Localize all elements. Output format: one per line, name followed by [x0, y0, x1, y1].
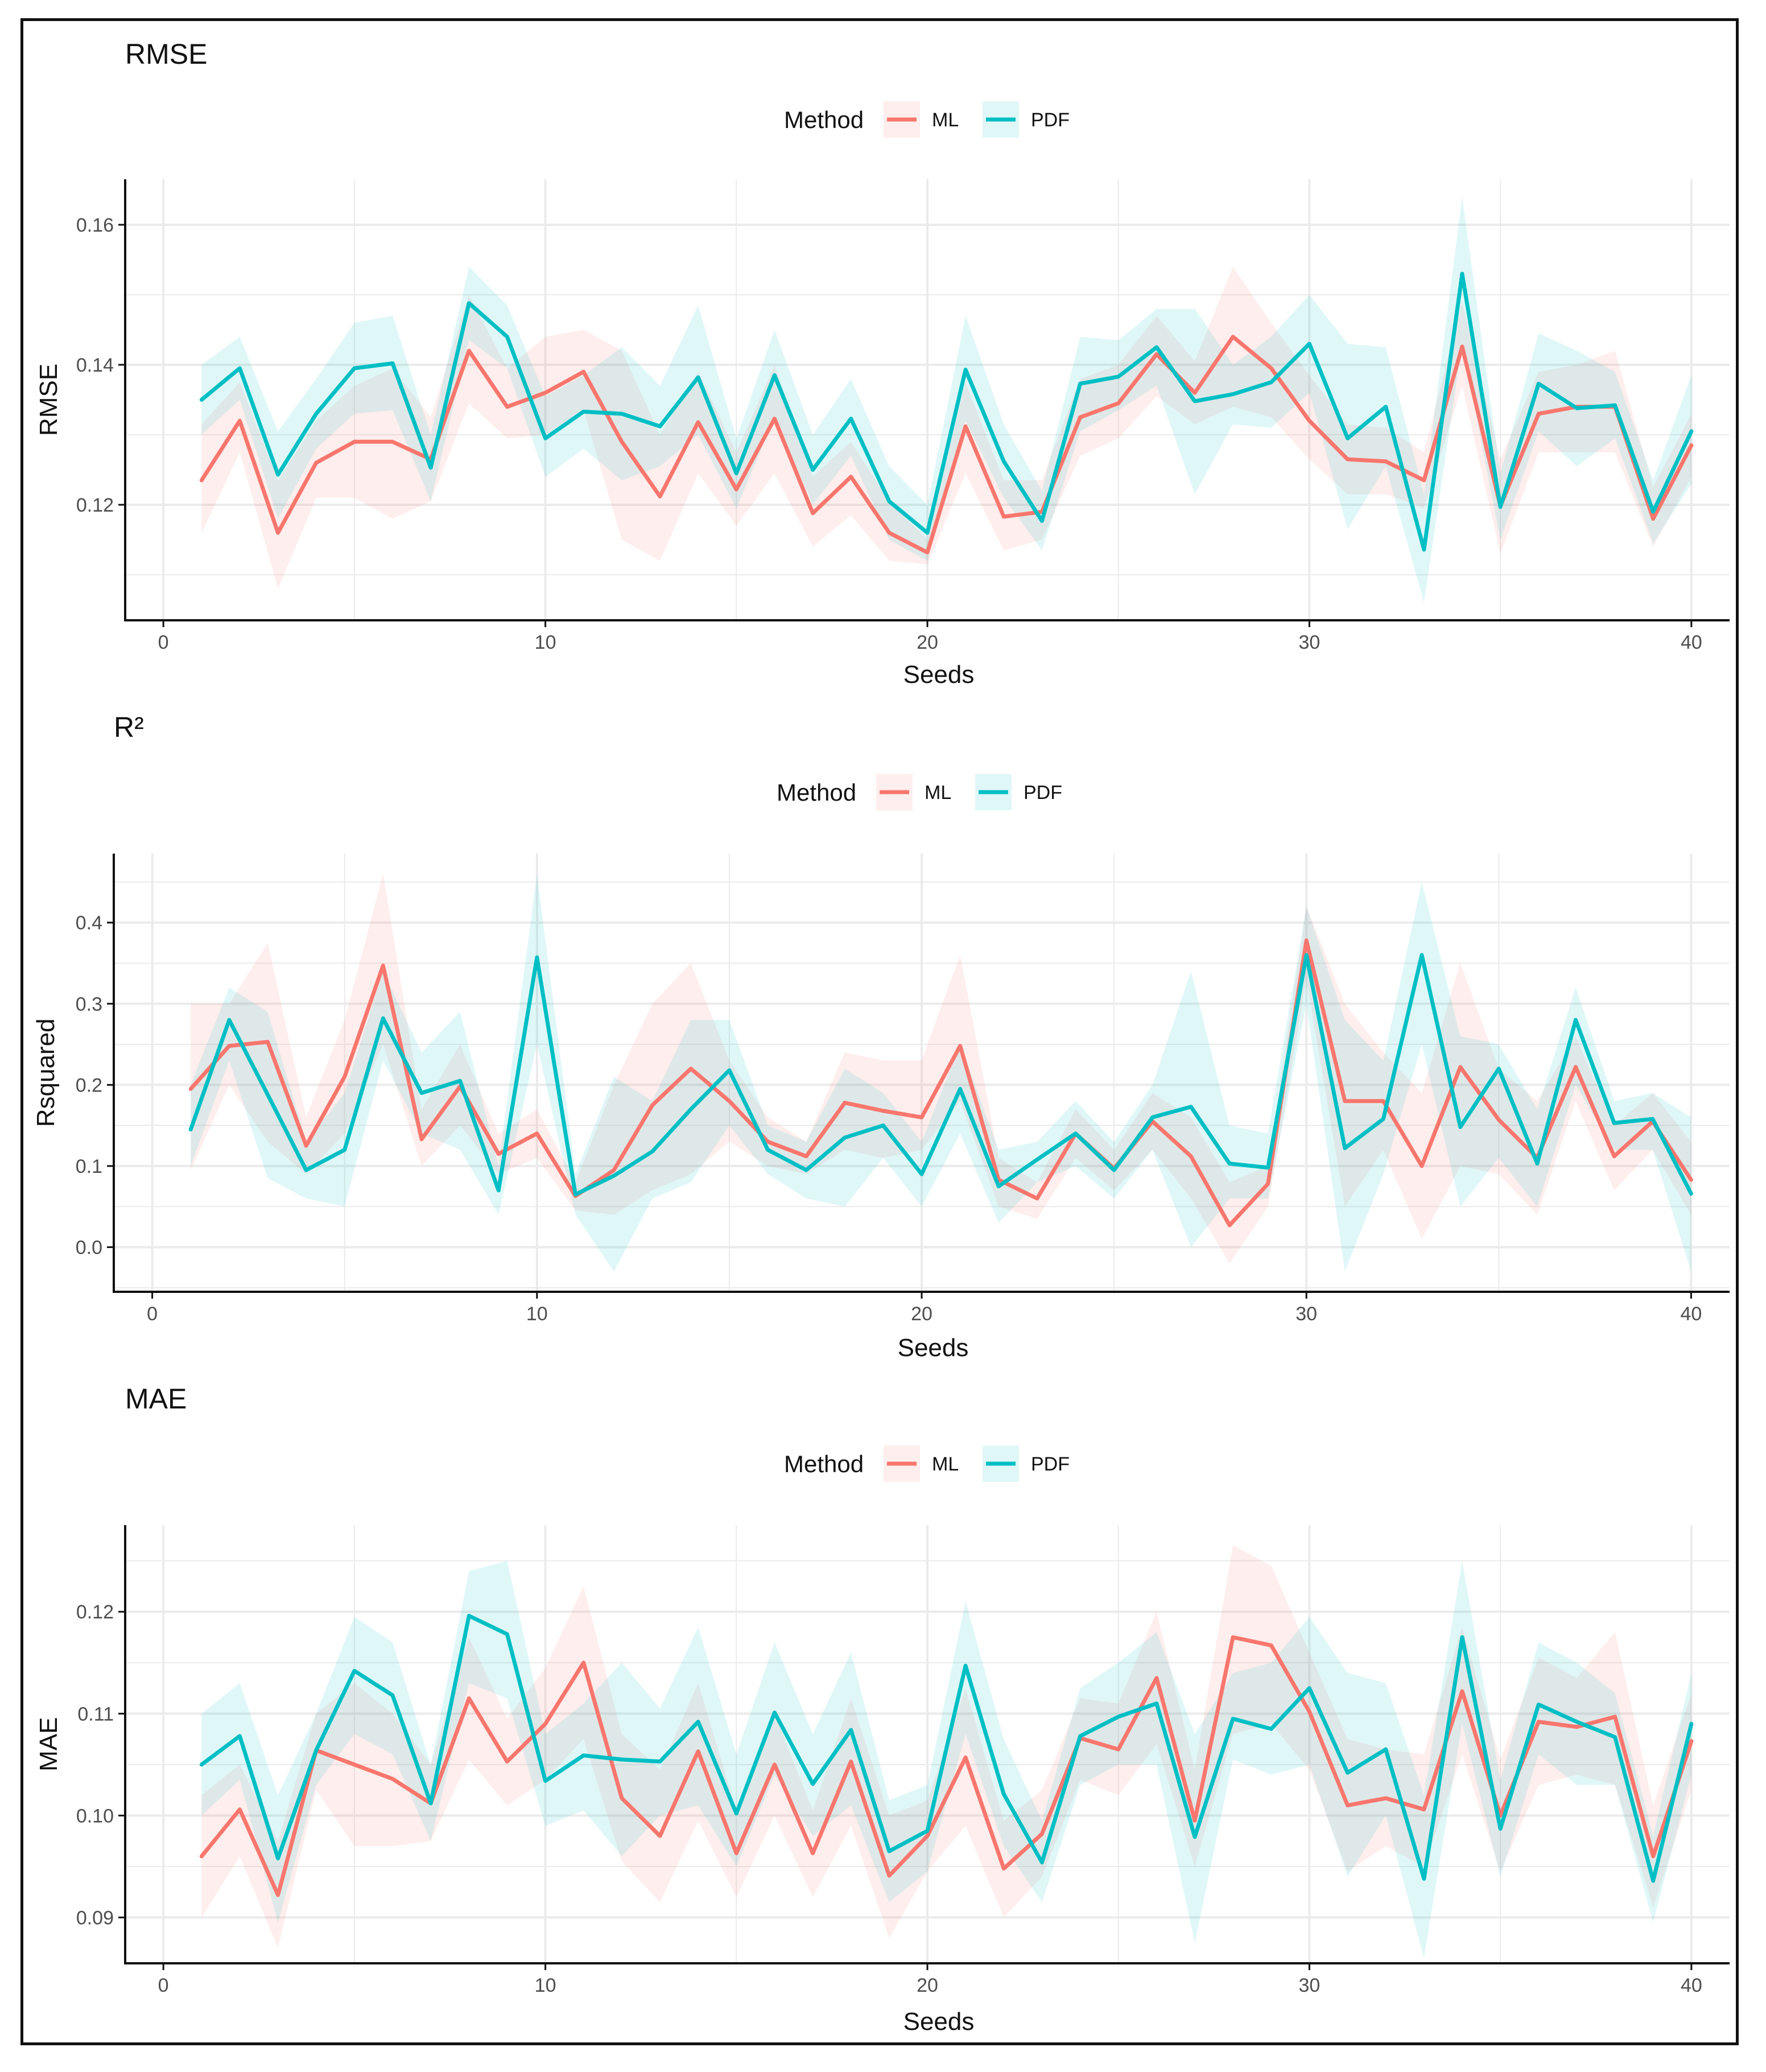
legend: Method ML PDF	[777, 774, 1062, 810]
x-axis-title: Seeds	[903, 661, 975, 689]
legend-label-pdf: PDF	[1031, 1453, 1070, 1475]
legend-label-ml: ML	[932, 1453, 959, 1475]
panel-title: RMSE	[125, 38, 207, 70]
legend-label-ml: ML	[932, 109, 959, 131]
y-tick-label: 0.12	[76, 495, 114, 516]
y-tick-label: 0.4	[76, 912, 102, 934]
panel-rmse: 0 10 20 30 40 0.12 0.14 0.16 Seeds RMSE RMSE Method…	[35, 38, 1730, 689]
legend: Method ML PDF	[784, 1445, 1070, 1482]
x-tick-label: 20	[917, 632, 938, 653]
series-line-pdf	[199, 271, 1694, 552]
y-tick-label: 0.16	[76, 215, 114, 236]
y-axis-title: Rsquared	[32, 1019, 60, 1127]
x-tick-label: 0	[158, 1975, 169, 1996]
y-axis-title: MAE	[35, 1717, 63, 1771]
legend-label-pdf: PDF	[1024, 782, 1062, 804]
x-axis-title: Seeds	[903, 2008, 975, 2036]
panel-rsquared: 0 10 20 30 40 0.0 0.1 0.2 0.3 0.4 Seeds Rsquared R² M…	[32, 711, 1730, 1362]
x-tick-label: 30	[1299, 632, 1321, 653]
panel-title: R²	[114, 711, 144, 743]
x-tick-label: 0	[147, 1303, 158, 1325]
panel-mae: 0 10 20 30 40 0.09 0.10 0.11 0.12 Seeds MAE MAE Meth…	[35, 1383, 1730, 2036]
series-line-ml	[188, 938, 1693, 1227]
series-line-pdf	[188, 953, 1693, 1197]
y-tick-label: 0.0	[76, 1237, 102, 1259]
series-line-pdf	[199, 1613, 1694, 1883]
y-tick-label: 0.2	[76, 1074, 102, 1096]
figure-border	[20, 18, 1739, 2045]
ribbon-ml	[201, 266, 1691, 589]
legend-title: Method	[784, 1451, 864, 1477]
y-tick-label: 0.14	[76, 355, 114, 376]
x-tick-label: 30	[1299, 1975, 1321, 1996]
x-tick-label: 10	[526, 1303, 548, 1325]
y-tick-label: 0.10	[76, 1805, 114, 1827]
ribbon-pdf	[201, 1560, 1691, 1958]
y-tick-label: 0.09	[76, 1907, 114, 1929]
y-axis-title: RMSE	[35, 364, 63, 436]
x-tick-label: 40	[1681, 1975, 1702, 1996]
x-axis-title: Seeds	[898, 1334, 969, 1362]
x-tick-label: 30	[1295, 1303, 1317, 1325]
x-tick-label: 10	[535, 1975, 556, 1996]
x-tick-label: 10	[535, 632, 556, 653]
legend-label-ml: ML	[925, 782, 951, 804]
y-tick-label: 0.3	[76, 994, 102, 1015]
x-tick-label: 40	[1680, 1303, 1702, 1325]
x-tick-label: 40	[1681, 632, 1702, 653]
x-tick-label: 20	[911, 1303, 932, 1325]
y-tick-label: 0.11	[77, 1703, 114, 1725]
legend-title: Method	[777, 779, 856, 806]
legend: Method ML PDF	[784, 101, 1070, 138]
ribbon-ml	[191, 874, 1691, 1264]
legend-label-pdf: PDF	[1031, 109, 1070, 131]
ribbon-pdf	[201, 196, 1691, 603]
x-tick-label: 0	[158, 632, 169, 653]
x-tick-label: 20	[917, 1975, 938, 1996]
y-tick-label: 0.1	[76, 1156, 102, 1177]
panel-title: MAE	[125, 1383, 187, 1415]
legend-title: Method	[784, 106, 864, 133]
y-tick-label: 0.12	[76, 1601, 114, 1623]
